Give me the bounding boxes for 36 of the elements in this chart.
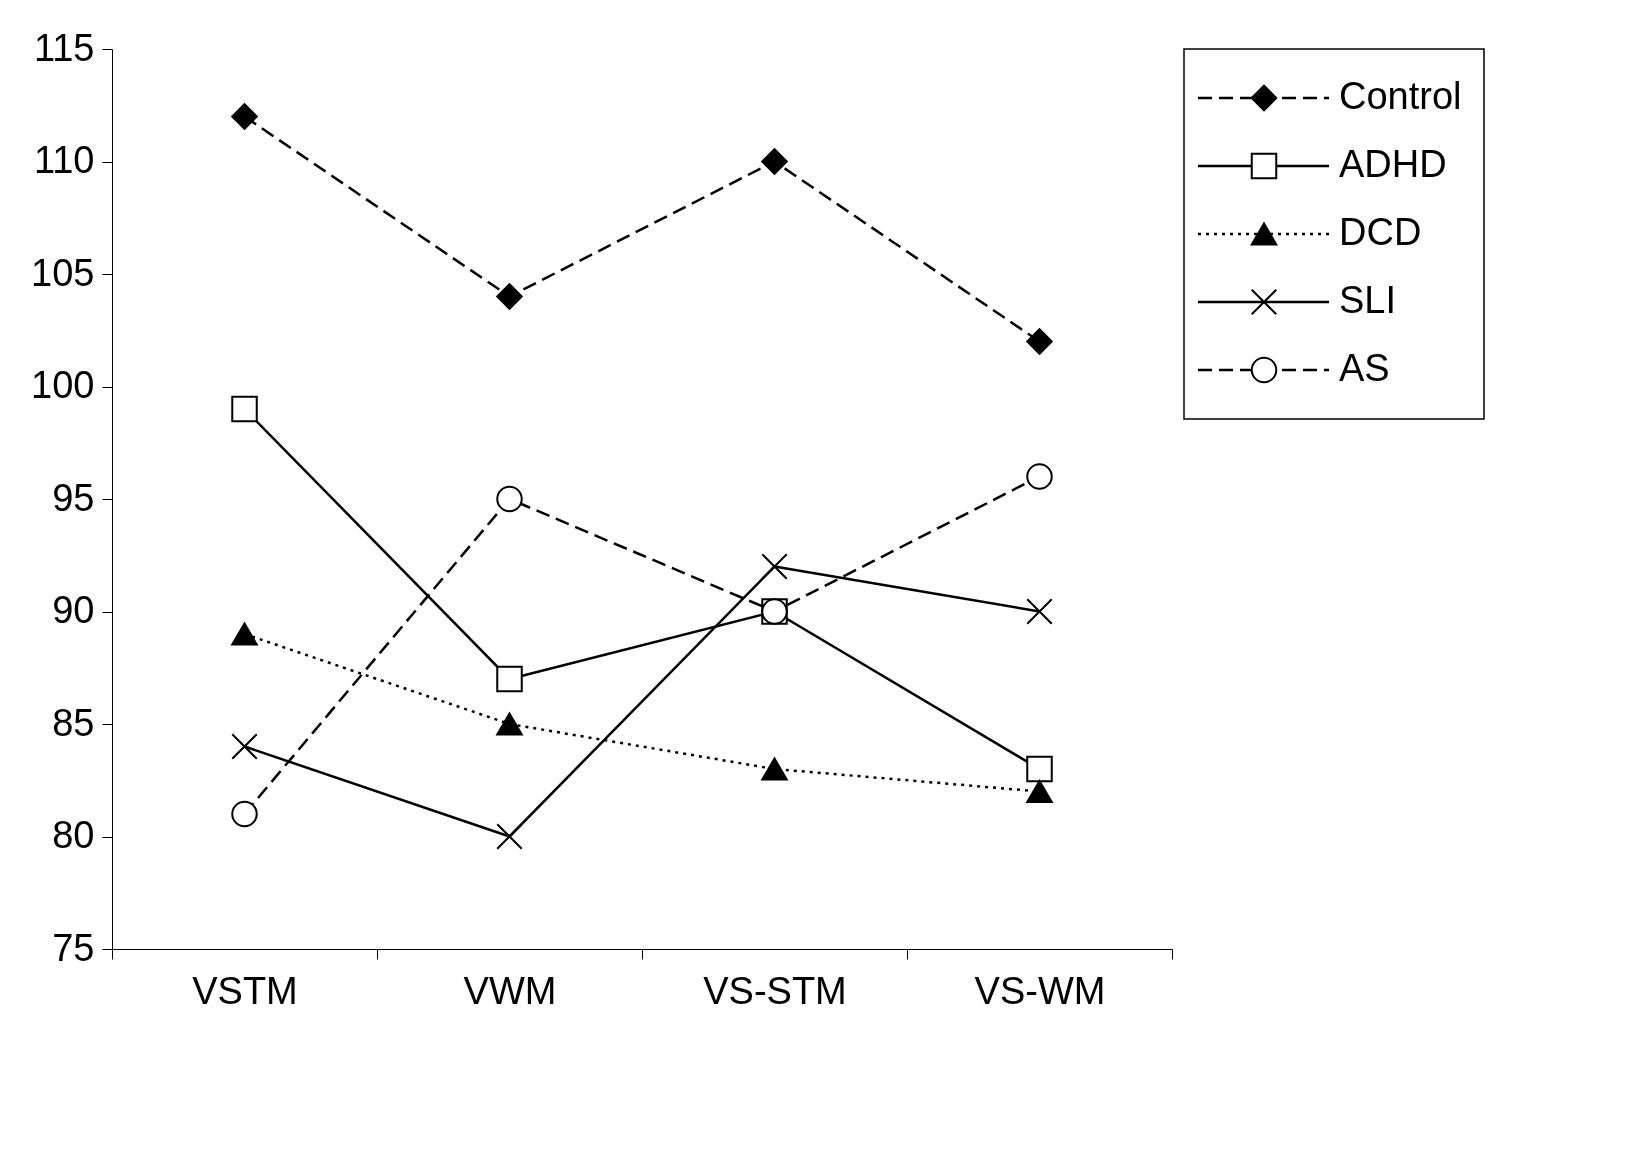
- point: [761, 757, 788, 781]
- y-tick-label: 110: [33, 139, 95, 181]
- y-tick-label: 105: [31, 251, 95, 294]
- y-tick-label: 100: [31, 364, 95, 406]
- point: [1026, 328, 1053, 355]
- point: [496, 823, 523, 850]
- y-tick-label: 115: [33, 26, 95, 69]
- y-tick-label: 75: [52, 926, 95, 969]
- point: [1026, 463, 1053, 490]
- point: [231, 103, 258, 130]
- point: [1026, 755, 1053, 783]
- x-tick-label: VWM: [463, 969, 557, 1012]
- y-tick-label: 85: [52, 701, 95, 744]
- x-tick-label: VS-WM: [974, 969, 1106, 1012]
- point: [231, 395, 258, 423]
- point: [496, 283, 523, 310]
- point: [761, 148, 788, 175]
- legend-label: DCD: [1339, 211, 1422, 253]
- legend-label: SLI: [1339, 279, 1397, 321]
- y-tick-label: 95: [52, 476, 95, 519]
- y-tick-label: 80: [52, 814, 95, 856]
- point: [496, 485, 523, 513]
- point: [496, 712, 523, 736]
- point: [496, 665, 523, 693]
- x-tick-label: VSTM: [192, 969, 298, 1012]
- point: [761, 553, 788, 580]
- point: [231, 622, 258, 646]
- legend-label: AS: [1339, 347, 1390, 389]
- point: [231, 733, 258, 760]
- legend-label: Control: [1339, 75, 1462, 117]
- y-tick-label: 90: [52, 589, 95, 631]
- point: [231, 800, 258, 828]
- legend-label: ADHD: [1339, 143, 1447, 185]
- x-tick-label: VS-STM: [703, 969, 847, 1012]
- point: [1026, 779, 1053, 804]
- point: [1026, 598, 1053, 625]
